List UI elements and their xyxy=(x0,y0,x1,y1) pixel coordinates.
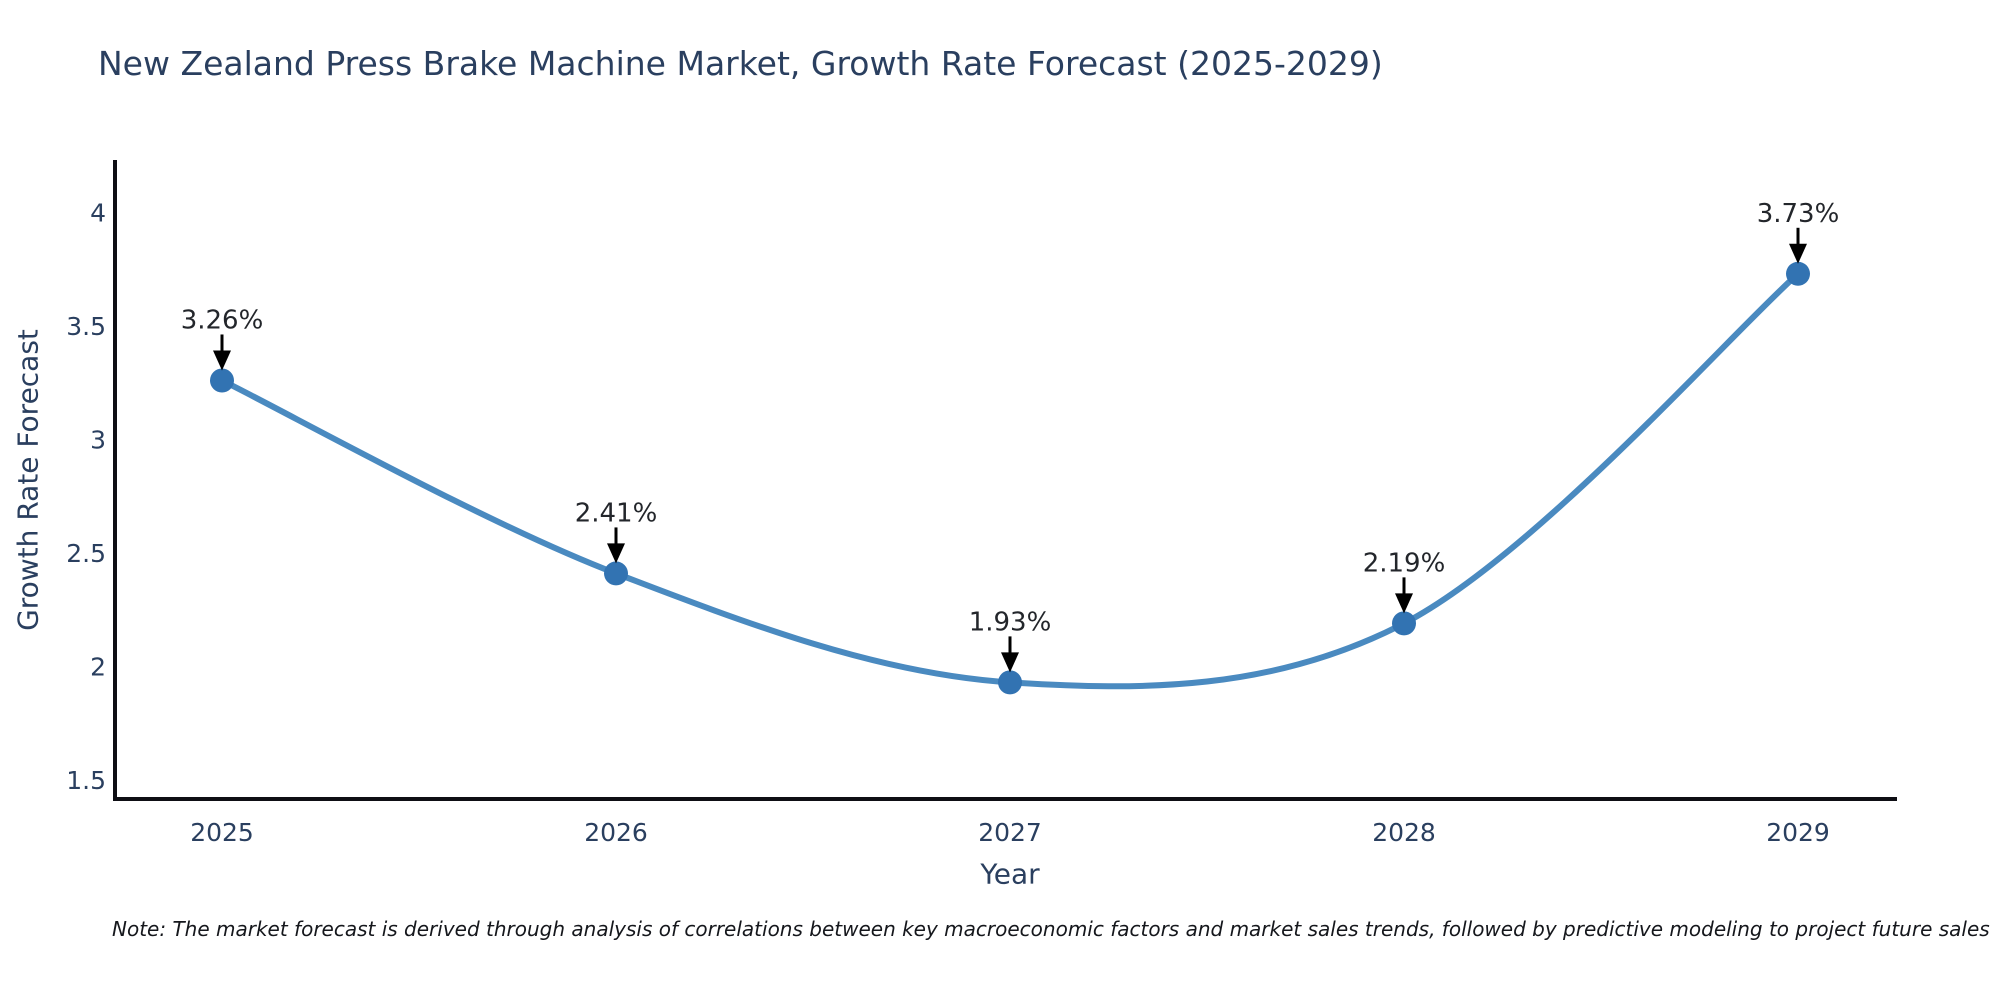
x-axis-title: Year xyxy=(980,857,1040,891)
annotation-arrowhead-2025 xyxy=(213,350,231,371)
data-point-label-2028: 2.19% xyxy=(1363,548,1446,578)
chart-note: Note: The market forecast is derived thr… xyxy=(112,917,1990,941)
chart-title: New Zealand Press Brake Machine Market, … xyxy=(98,44,1383,83)
y-tick-label-4: 4 xyxy=(90,199,106,228)
data-point-label-2027: 1.93% xyxy=(969,607,1052,637)
data-point-marker-2027 xyxy=(998,670,1022,695)
y-tick-label-1.5: 1.5 xyxy=(66,766,106,795)
x-tick-label-2027: 2027 xyxy=(978,818,1042,847)
x-tick-label-2025: 2025 xyxy=(190,818,254,847)
x-tick-label-2026: 2026 xyxy=(584,818,648,847)
x-tick-label-2029: 2029 xyxy=(1766,818,1830,847)
annotation-arrowhead-2028 xyxy=(1395,593,1413,614)
y-tick-label-2: 2 xyxy=(90,653,106,682)
data-point-label-2029: 3.73% xyxy=(1757,199,1840,229)
data-point-label-2026: 2.41% xyxy=(575,498,658,528)
x-tick-label-2028: 2028 xyxy=(1372,818,1436,847)
data-point-marker-2025 xyxy=(210,368,234,393)
annotation-arrowhead-2027 xyxy=(1001,652,1019,673)
data-point-marker-2028 xyxy=(1392,611,1416,636)
y-tick-label-3: 3 xyxy=(90,426,106,455)
data-point-marker-2026 xyxy=(604,561,628,586)
data-point-label-2025: 3.26% xyxy=(181,305,264,335)
annotation-arrowhead-2026 xyxy=(607,543,625,564)
y-tick-label-2.5: 2.5 xyxy=(66,539,106,568)
y-tick-label-3.5: 3.5 xyxy=(66,312,106,341)
data-point-marker-2029 xyxy=(1786,261,1810,286)
annotation-arrowhead-2029 xyxy=(1789,243,1807,264)
